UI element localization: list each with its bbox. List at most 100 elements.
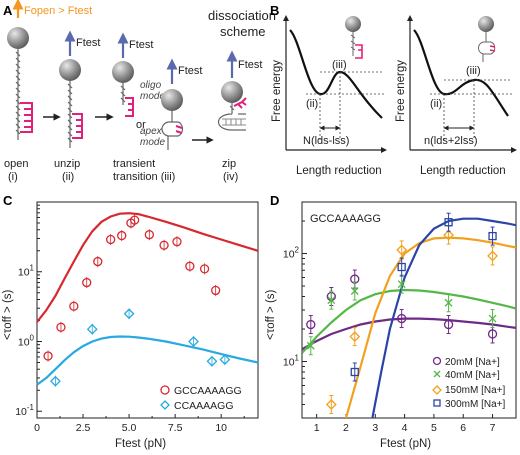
data-point-d-2 (349, 331, 361, 343)
state-unzip-drawing: Ftest (59, 30, 100, 148)
oligo-unzip (72, 113, 83, 139)
dna-strand-apex-mode (161, 111, 184, 150)
oligo-mode-line1: oligo (140, 80, 162, 91)
scheme-title-line1: dissociation (208, 8, 276, 23)
panel-a-label: A (3, 3, 13, 18)
data-point-d-2 (443, 229, 454, 241)
fit-curve-c-1 (36, 335, 259, 386)
state-apex-mode-drawing: Ftest (161, 58, 202, 150)
data-point-d-0 (443, 319, 454, 330)
legend-label-300mm: 300mM [Na+] (445, 399, 506, 410)
data-point-d-3 (488, 231, 497, 241)
or-text: or (136, 119, 146, 131)
formula-right: n(lds+2lss) (424, 135, 478, 147)
data-point-d-2 (396, 244, 408, 256)
data-point-d-1 (350, 287, 359, 295)
panel-d-label: D (270, 193, 279, 208)
bead-unzip (59, 59, 81, 81)
x-tick-label-d: 3 (372, 422, 378, 434)
panel-b: B Free energy Length reduction (ii) (iii… (270, 3, 517, 177)
legend-marker-150mm (432, 385, 442, 395)
data-point-d-0 (306, 319, 316, 330)
panel-d: D 1 2 3 4 5 6 7 101 102 GCCAAAAGG 20mM [Na+] 40m… (265, 193, 517, 450)
hairpin-stem-zip (222, 118, 246, 126)
panel-a: A dissociation scheme Fopen > Ftest open… (3, 0, 276, 183)
oligo-b-right (489, 45, 496, 52)
state-iii-name-line2: transition (iii) (113, 171, 175, 183)
x-tick-label-d: 5 (431, 422, 437, 434)
data-point-d-1 (397, 280, 406, 289)
f-test-label-iv: Ftest (238, 59, 262, 71)
state-oligo-mode-drawing: Ftest (112, 32, 153, 117)
legend-c: GCCAAAAGG CCAAAAGG (160, 385, 242, 412)
oligo-mode-line2: mode (140, 91, 165, 102)
oligo-apex-mode (175, 125, 183, 134)
dna-b-left (350, 32, 356, 56)
x-tick-label-c: 0 (34, 422, 40, 434)
state-zip-drawing: Ftest (217, 50, 262, 131)
x-tick-label-d: 1 (314, 422, 320, 434)
state-ii-num: (ii) (62, 171, 74, 183)
panel-b-label: B (270, 3, 279, 18)
bead-b-left (345, 16, 361, 32)
state-i-num: (i) (8, 171, 18, 183)
fit-curve-d-3 (371, 217, 516, 418)
legend-marker-cca (160, 400, 170, 410)
scheme-title-line2: scheme (220, 24, 266, 39)
dna-strand-zip (217, 103, 246, 131)
data-point-d-3 (350, 367, 359, 377)
oligo-b-left (355, 44, 363, 59)
dna-b-right (478, 32, 496, 62)
bead-zip (221, 81, 243, 103)
x-tick-label-d: 6 (460, 422, 466, 434)
inset-sequence-d: GCCAAAAGG (310, 213, 381, 225)
fit-curve-c-0 (36, 212, 259, 323)
state-ii-left: (ii) (306, 98, 318, 110)
data-point-d-1 (306, 341, 315, 350)
y-axis-title-c: <τoff > (s) (2, 289, 14, 340)
state-iii-left: (iii) (332, 59, 347, 71)
bead-open (7, 27, 29, 49)
panel-c: C 0 2.5 5.0 7.5 10 10-1 100 101 GCCAAAAGG CCAAA… (2, 193, 259, 450)
formula-left: N(lds-lss) (303, 135, 349, 147)
data-point-d-2 (325, 399, 337, 410)
oligo-oligo-mode (125, 97, 134, 117)
plot-area-c: 0 2.5 5.0 7.5 10 10-1 100 101 (15, 204, 259, 434)
data-point-d-0 (397, 313, 407, 324)
dna-strand-oligo-mode (120, 83, 126, 105)
free-energy-label-left: Free energy (271, 60, 283, 122)
state-iii-right: (iii) (466, 65, 481, 77)
data-point-d-1 (488, 314, 497, 323)
apex-mode-line1: apex (140, 126, 163, 137)
y-tick-label-c: 100 (18, 333, 35, 348)
data-points-d (306, 212, 498, 415)
state-iii-name: transient (113, 158, 155, 170)
legend-label-150mm: 150mM [Na+] (445, 385, 506, 396)
bead-b-right (478, 16, 494, 32)
state-ii-right: (ii) (430, 98, 442, 110)
fit-curve-d-1 (302, 288, 516, 354)
x-tick-label-d: 7 (490, 422, 496, 434)
oligo-zip (233, 97, 247, 109)
data-point-d-0 (487, 329, 498, 339)
energy-landscape-left: Free energy Length reduction (ii) (iii) … (271, 15, 387, 177)
data-point-d-1 (327, 296, 336, 305)
length-reduction-label-left: Length reduction (296, 165, 382, 177)
oligo-open (20, 102, 33, 133)
state-open-drawing: Fopen > Ftest (7, 0, 92, 140)
data-point-d-3 (397, 262, 406, 272)
legend-label-gcc: GCCAAAAGG (174, 385, 242, 397)
bead-apex-mode (161, 89, 183, 111)
data-point-d-2 (487, 250, 498, 262)
y-axis-title-d: <τoff > (s) (265, 289, 277, 340)
x-tick-label-c: 2.5 (76, 422, 91, 434)
apex-mode-line2: mode (140, 137, 165, 148)
legend-marker-20mm (432, 356, 442, 366)
state-iv-num: (iv) (223, 171, 238, 183)
data-point-d-1 (444, 298, 453, 307)
x-axis-title-d: Ftest (pN) (380, 438, 431, 450)
panel-c-label: C (3, 193, 13, 208)
legend-marker-gcc (160, 385, 170, 395)
legend-label-cca: CCAAAAGG (174, 400, 234, 412)
f-open-label: Fopen > Ftest (24, 5, 92, 17)
